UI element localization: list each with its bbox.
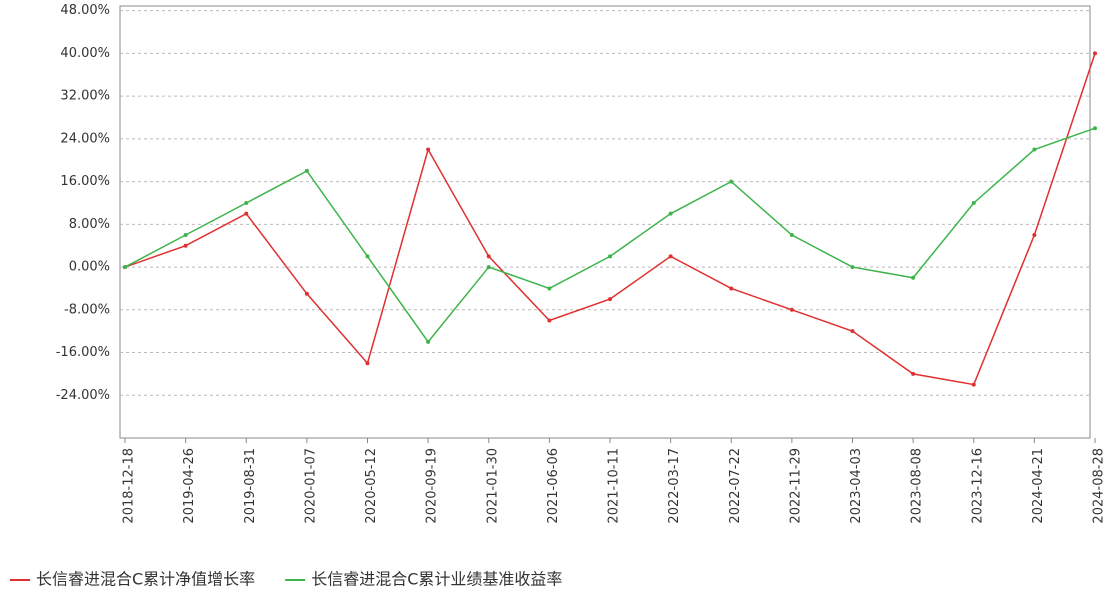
data-point xyxy=(304,291,309,296)
data-point xyxy=(911,275,916,280)
data-point xyxy=(547,318,552,323)
y-tick-label: 16.00% xyxy=(60,174,110,189)
data-point xyxy=(608,297,612,302)
y-tick-label: -8.00% xyxy=(64,302,110,317)
data-point xyxy=(365,254,370,259)
data-point xyxy=(789,307,794,312)
data-point xyxy=(426,339,431,344)
data-point xyxy=(608,254,612,259)
x-tick-label: 2021-01-30 xyxy=(485,448,500,524)
data-point xyxy=(426,147,431,152)
data-point xyxy=(850,265,855,270)
y-tick-label: 0.00% xyxy=(69,260,110,275)
series-line xyxy=(124,53,1096,386)
y-tick-label: 32.00% xyxy=(60,89,110,104)
plot-frame xyxy=(119,5,1091,439)
legend-label: 长信睿进混合C累计业绩基准收益率 xyxy=(311,570,562,589)
x-tick-label: 2018-12-18 xyxy=(122,448,137,524)
data-point xyxy=(365,361,370,366)
y-tick-label: 8.00% xyxy=(69,217,110,232)
x-tick-label: 2021-10-11 xyxy=(607,448,622,524)
x-tick-label: 2022-03-17 xyxy=(667,448,682,524)
data-point xyxy=(486,254,491,259)
x-tick-label: 2019-04-26 xyxy=(182,448,197,524)
data-point xyxy=(547,286,552,291)
x-tick-label: 2022-11-29 xyxy=(788,448,803,524)
data-point xyxy=(1093,126,1097,131)
y-tick-label: 40.00% xyxy=(60,46,110,61)
data-point xyxy=(668,211,673,216)
data-point xyxy=(1093,51,1097,56)
x-tick-label: 2020-05-12 xyxy=(364,448,379,524)
x-tick-label: 2020-01-07 xyxy=(303,448,318,524)
data-point xyxy=(971,200,976,205)
data-point xyxy=(183,233,188,238)
x-tick-label: 2021-06-06 xyxy=(546,448,561,524)
data-point xyxy=(486,265,491,270)
y-tick-label: -24.00% xyxy=(56,388,110,403)
data-point xyxy=(1032,233,1037,238)
data-point xyxy=(183,243,188,248)
data-point xyxy=(789,233,794,238)
x-tick-label: 2024-04-21 xyxy=(1031,448,1046,524)
data-point xyxy=(911,371,916,376)
data-point xyxy=(304,168,309,173)
data-point xyxy=(244,200,249,205)
x-tick-label: 2022-07-22 xyxy=(728,448,743,524)
y-tick-label: 48.00% xyxy=(60,3,110,18)
data-point xyxy=(729,286,734,291)
y-tick-label: -16.00% xyxy=(56,345,110,360)
data-point xyxy=(1032,147,1037,152)
data-point xyxy=(668,254,673,259)
data-point xyxy=(850,329,855,334)
data-point xyxy=(244,211,249,216)
data-point xyxy=(123,265,127,270)
x-tick-label: 2024-08-28 xyxy=(1092,448,1107,524)
y-tick-label: 24.00% xyxy=(60,131,110,146)
x-tick-label: 2019-08-31 xyxy=(243,448,258,524)
legend-label: 长信睿进混合C累计净值增长率 xyxy=(36,570,255,589)
x-tick-label: 2023-04-03 xyxy=(849,448,864,524)
data-point xyxy=(729,179,734,184)
x-tick-label: 2020-09-19 xyxy=(425,448,440,524)
data-point xyxy=(971,382,976,387)
x-tick-label: 2023-08-08 xyxy=(910,448,925,524)
x-tick-label: 2023-12-16 xyxy=(970,448,985,524)
